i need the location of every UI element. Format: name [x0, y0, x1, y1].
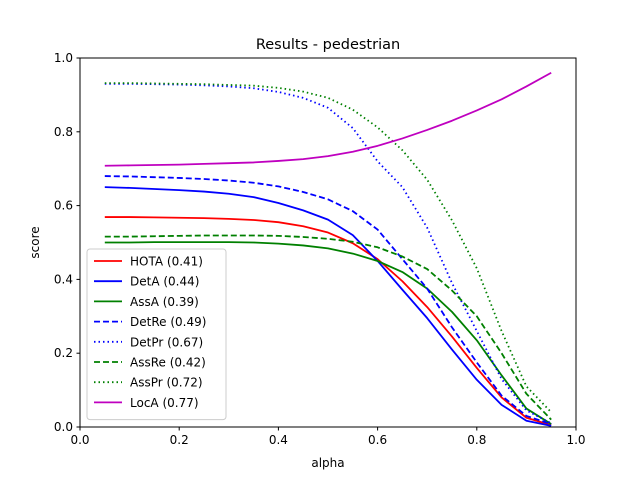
y-tick-label: 0.6 [54, 199, 73, 213]
series-line-8 [104, 71, 552, 167]
x-tick-label: 0.6 [368, 433, 387, 447]
x-axis: 0.0 0.2 0.4 0.6 0.8 1.0 [70, 427, 586, 447]
x-tick-label: 0.0 [70, 433, 89, 447]
x-axis-label: alpha [311, 456, 344, 470]
series-line-5 [104, 82, 552, 425]
y-tick-label: 0.2 [54, 346, 73, 360]
x-tick-label: 0.4 [269, 433, 288, 447]
y-tick-label: 0.4 [54, 272, 73, 286]
legend-label: DetPr (0.67) [130, 335, 203, 349]
legend-label: LocA (0.77) [130, 396, 199, 410]
series-line-2 [104, 186, 552, 427]
x-tick-label: 0.8 [467, 433, 486, 447]
y-axis-label: score [28, 226, 42, 258]
series-line-4 [104, 175, 552, 425]
legend-box [86, 248, 227, 421]
y-tick-label: 0.0 [54, 420, 73, 434]
series-line-6 [104, 234, 552, 421]
y-axis: 0.0 0.2 0.4 0.6 0.8 1.0 [54, 51, 80, 434]
series-line-1 [104, 216, 552, 427]
plot-frame [79, 57, 577, 428]
legend-label: AssPr (0.72) [130, 376, 203, 390]
y-tick-label: 1.0 [54, 51, 73, 65]
legend: HOTA (0.41) DetA (0.44) AssA (0.39) DetRe (… [86, 248, 227, 421]
chart-title: Results - pedestrian [256, 37, 400, 53]
series-line-3 [104, 241, 552, 425]
legend-label: AssRe (0.42) [130, 356, 206, 370]
legend-label: DetA (0.44) [130, 275, 199, 289]
legend-label: DetRe (0.49) [130, 315, 206, 329]
x-tick-label: 1.0 [566, 433, 585, 447]
y-tick-label: 0.8 [54, 125, 73, 139]
legend-label: AssA (0.39) [130, 295, 199, 309]
plot-lines [104, 71, 552, 427]
x-tick-label: 0.2 [170, 433, 189, 447]
legend-label: HOTA (0.41) [130, 255, 203, 269]
